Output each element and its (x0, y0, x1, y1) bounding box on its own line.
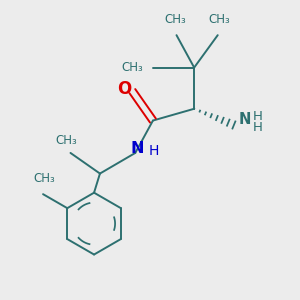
Text: H: H (253, 122, 263, 134)
Text: O: O (117, 80, 131, 98)
Text: H: H (253, 110, 263, 123)
Text: N: N (239, 112, 251, 127)
Text: CH₃: CH₃ (55, 134, 77, 147)
Text: N: N (130, 141, 143, 156)
Text: CH₃: CH₃ (164, 13, 186, 26)
Text: CH₃: CH₃ (121, 61, 142, 74)
Text: H: H (148, 145, 159, 158)
Text: CH₃: CH₃ (34, 172, 56, 185)
Text: CH₃: CH₃ (208, 13, 230, 26)
